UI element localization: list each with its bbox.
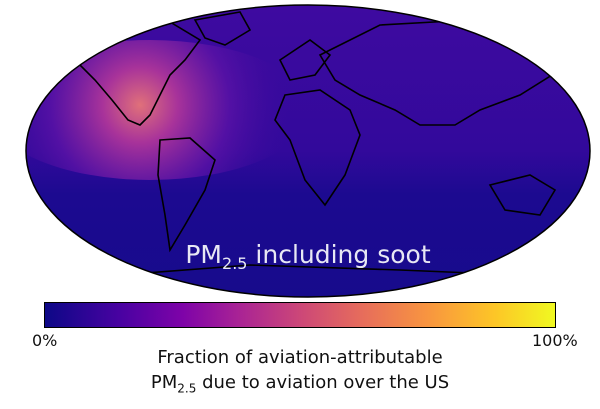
colorbar [44,302,556,328]
world-map [25,4,591,298]
colorbar-min-label: 0% [32,331,58,350]
colorbar-label-line2: PM2.5 due to aviation over the US [150,372,450,396]
colorbar-label-line1: Fraction of aviation-attributable [157,347,443,368]
colorbar-max-label: 100% [532,331,578,350]
us-hotspot [26,40,310,180]
map-title: PM2.5 including soot [185,240,431,273]
map-border [25,4,591,298]
